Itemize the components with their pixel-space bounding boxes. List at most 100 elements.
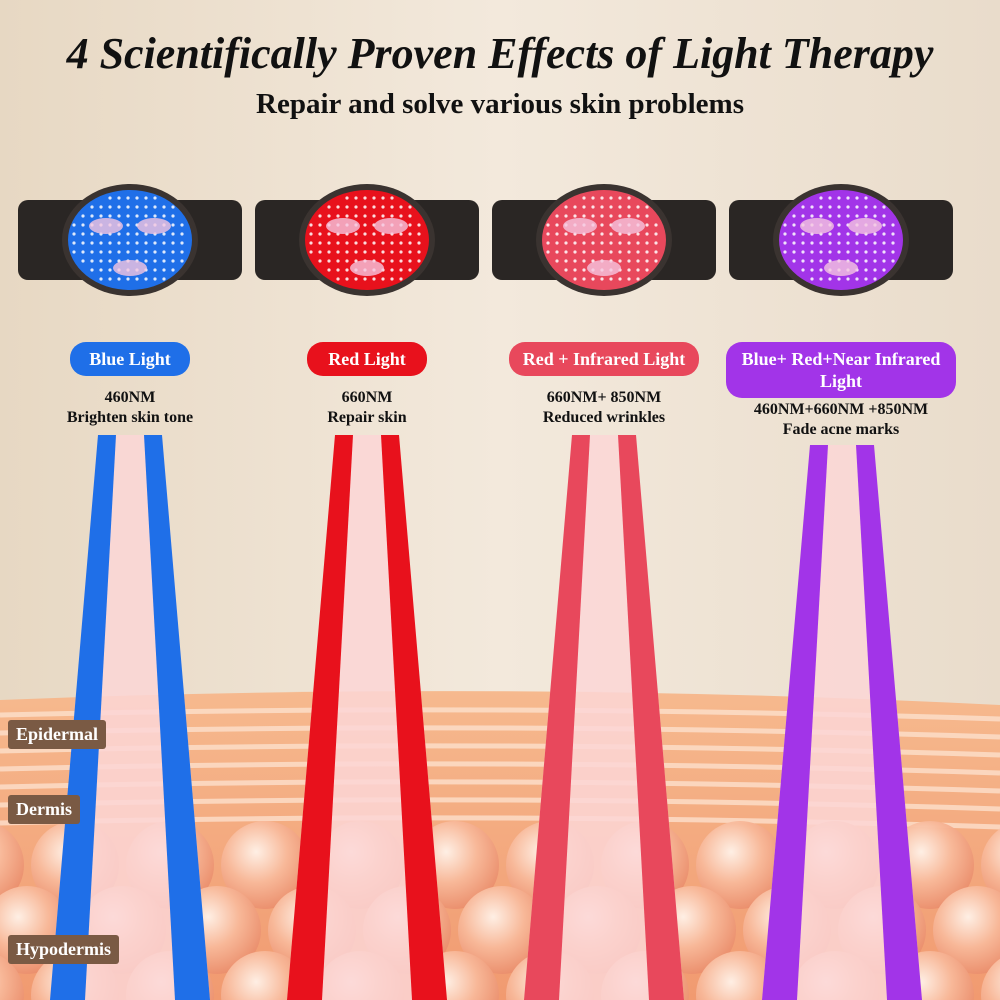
led — [636, 250, 640, 254]
beam-edge — [381, 435, 447, 1000]
led — [180, 250, 184, 254]
led — [873, 214, 877, 218]
led — [345, 214, 349, 218]
led — [144, 259, 148, 263]
led — [417, 223, 421, 227]
led — [336, 277, 340, 281]
led — [354, 196, 358, 200]
led — [555, 223, 559, 227]
led — [162, 250, 166, 254]
led — [99, 277, 103, 281]
led — [882, 205, 886, 209]
led — [819, 205, 823, 209]
led — [645, 223, 649, 227]
mask-hole — [824, 260, 858, 276]
led — [600, 196, 604, 200]
led — [582, 259, 586, 263]
led — [654, 232, 658, 236]
led — [810, 277, 814, 281]
led — [636, 232, 640, 236]
led — [318, 241, 322, 245]
led — [627, 259, 631, 263]
led — [810, 241, 814, 245]
led — [309, 250, 313, 254]
led — [399, 250, 403, 254]
led — [600, 223, 604, 227]
led — [108, 214, 112, 218]
led — [837, 214, 841, 218]
led — [837, 250, 841, 254]
led — [600, 250, 604, 254]
led — [573, 268, 577, 272]
led — [381, 196, 385, 200]
led — [792, 223, 796, 227]
led — [636, 268, 640, 272]
led — [873, 268, 877, 272]
led — [81, 259, 85, 263]
led — [810, 259, 814, 263]
led — [582, 196, 586, 200]
led — [399, 232, 403, 236]
mask-face — [542, 190, 666, 290]
led — [801, 241, 805, 245]
led — [636, 277, 640, 281]
led — [591, 232, 595, 236]
led — [609, 250, 613, 254]
led — [828, 196, 832, 200]
mode-label: Red + Infrared Light — [509, 342, 699, 376]
led — [153, 241, 157, 245]
mask-hole — [113, 260, 147, 276]
led — [864, 241, 868, 245]
led — [864, 250, 868, 254]
cell — [458, 886, 546, 974]
led — [873, 232, 877, 236]
led — [546, 241, 550, 245]
led — [618, 196, 622, 200]
led — [180, 232, 184, 236]
beam-edge — [50, 435, 116, 1000]
led — [372, 214, 376, 218]
led — [792, 259, 796, 263]
led — [801, 250, 805, 254]
led — [582, 214, 586, 218]
beam-edge — [856, 445, 922, 1000]
led — [399, 205, 403, 209]
led — [819, 214, 823, 218]
led — [555, 241, 559, 245]
led — [108, 205, 112, 209]
led — [318, 232, 322, 236]
led — [117, 277, 121, 281]
led — [135, 205, 139, 209]
led — [582, 250, 586, 254]
led — [873, 241, 877, 245]
led — [618, 250, 622, 254]
led — [309, 232, 313, 236]
led — [573, 214, 577, 218]
led — [573, 259, 577, 263]
led — [627, 214, 631, 218]
led — [162, 259, 166, 263]
led — [891, 241, 895, 245]
mask-hole — [800, 218, 834, 234]
led — [108, 241, 112, 245]
led — [408, 223, 412, 227]
led — [792, 232, 796, 236]
light-beams — [50, 435, 922, 1000]
led — [855, 277, 859, 281]
led — [153, 250, 157, 254]
led — [345, 205, 349, 209]
led — [846, 277, 850, 281]
led — [72, 241, 76, 245]
led — [573, 241, 577, 245]
led — [564, 214, 568, 218]
led — [555, 250, 559, 254]
led — [609, 241, 613, 245]
led — [591, 241, 595, 245]
led — [645, 205, 649, 209]
led — [336, 214, 340, 218]
led — [846, 214, 850, 218]
led — [318, 223, 322, 227]
led — [654, 259, 658, 263]
led — [399, 259, 403, 263]
led — [345, 250, 349, 254]
